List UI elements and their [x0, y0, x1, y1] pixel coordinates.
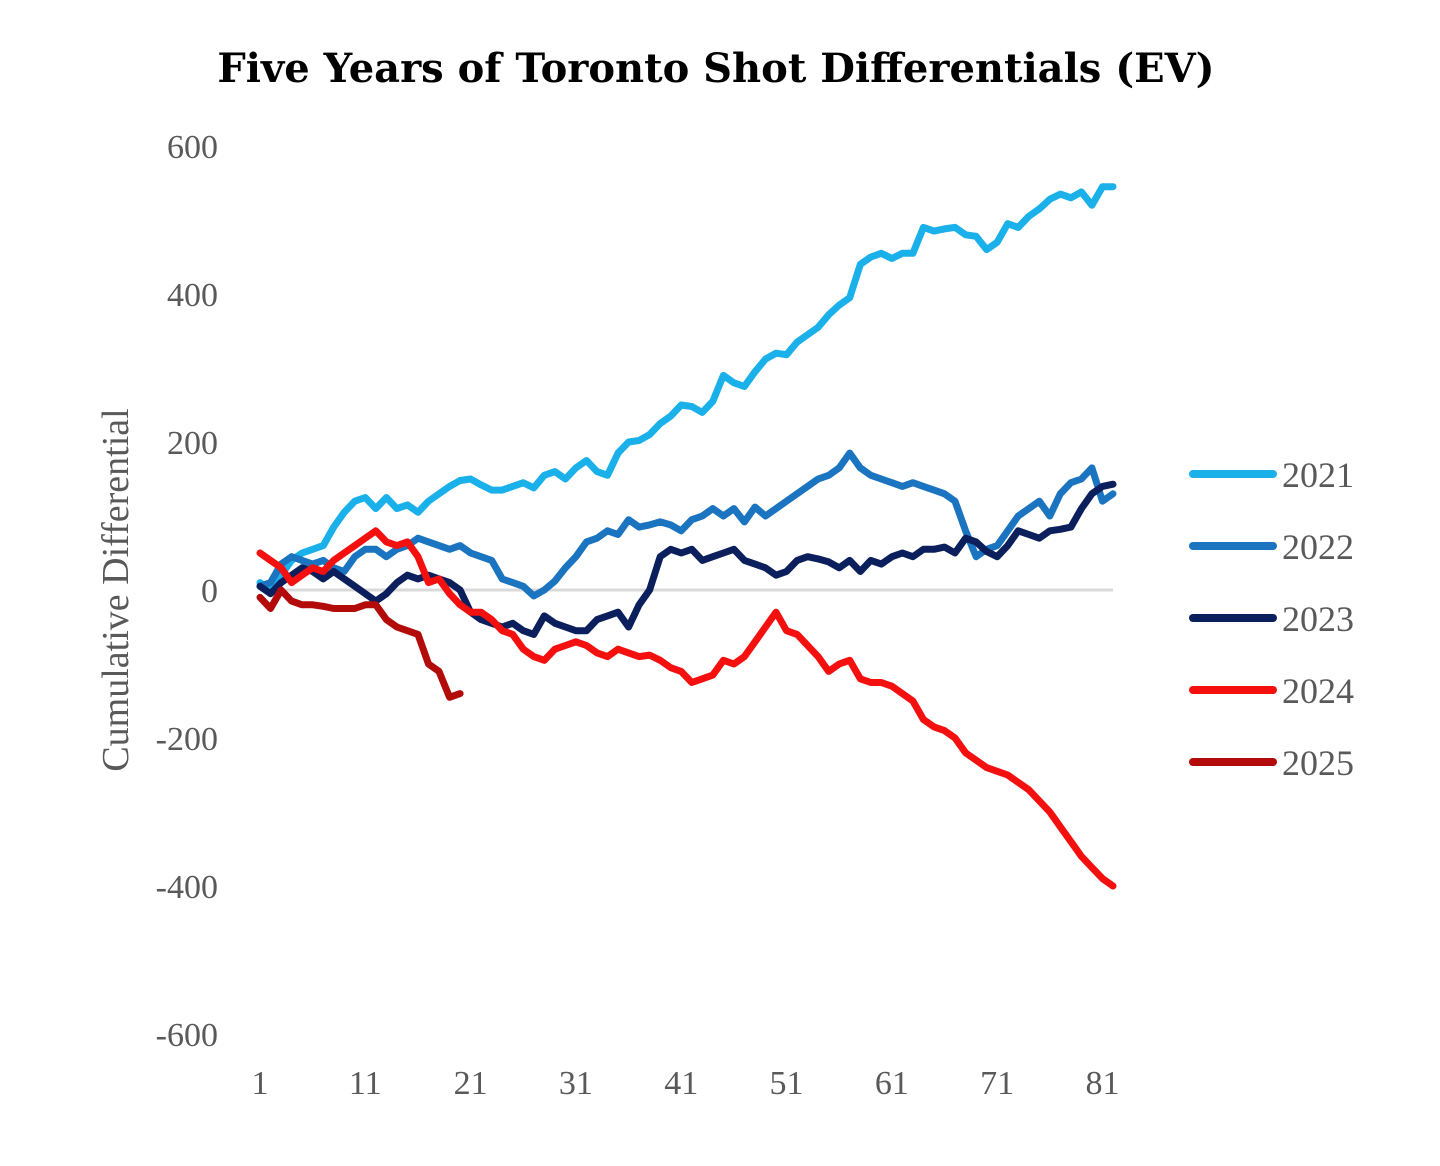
legend-item-2021: 2021 [1189, 455, 1354, 495]
y-tick-label: -200 [156, 721, 218, 758]
x-tick-label: 71 [980, 1065, 1014, 1102]
legend-item-2025: 2025 [1189, 743, 1354, 783]
legend-label: 2022 [1282, 527, 1354, 567]
legend-label: 2021 [1282, 455, 1354, 495]
x-axis-ticks: 1 11 21 31 41 51 61 71 81 [252, 1065, 1120, 1102]
series-group [256, 183, 1117, 890]
legend-label: 2023 [1282, 599, 1354, 639]
y-tick-label: 600 [167, 129, 218, 166]
series-line-2025 [256, 586, 464, 701]
y-tick-label: -400 [156, 869, 218, 906]
y-tick-label: -600 [156, 1017, 218, 1054]
legend-label: 2024 [1282, 671, 1354, 711]
x-tick-label: 81 [1085, 1065, 1119, 1102]
x-tick-label: 61 [875, 1065, 909, 1102]
legend-item-2022: 2022 [1189, 527, 1354, 567]
legend-item-2024: 2024 [1189, 671, 1354, 711]
x-tick-label: 31 [559, 1065, 593, 1102]
series-line-2024 [256, 527, 1117, 890]
series-line-2021 [256, 183, 1117, 594]
legend: 2021 2022 2023 2024 2025 [1189, 455, 1354, 783]
x-tick-label: 41 [664, 1065, 698, 1102]
y-tick-label: 400 [167, 277, 218, 314]
y-tick-label: 200 [167, 425, 218, 462]
chart-title: Five Years of Toronto Shot Differentials… [217, 45, 1214, 92]
x-tick-label: 51 [770, 1065, 804, 1102]
y-tick-label: 0 [201, 573, 218, 610]
y-axis-ticks: 600 400 200 0 -200 -400 -600 [156, 129, 218, 1054]
legend-label: 2025 [1282, 743, 1354, 783]
series-line-2022 [256, 449, 1117, 600]
series-line-2023 [256, 480, 1117, 638]
y-axis-title: Cumulative Differential [95, 408, 137, 771]
x-tick-label: 1 [252, 1065, 269, 1102]
plot-area [256, 183, 1117, 890]
x-tick-label: 21 [454, 1065, 488, 1102]
x-tick-label: 11 [349, 1065, 382, 1102]
legend-item-2023: 2023 [1189, 599, 1354, 639]
